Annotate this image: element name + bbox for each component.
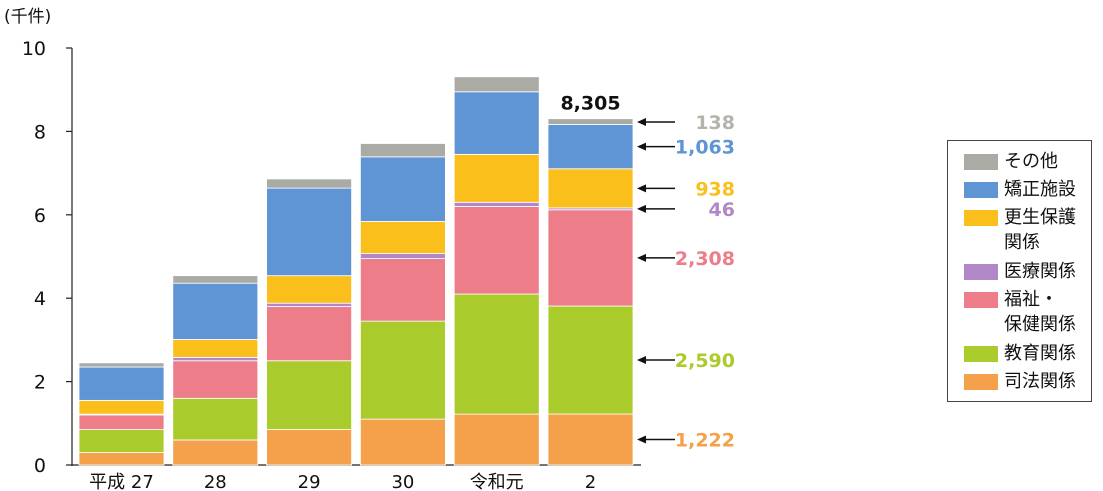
x-tick-label: 28: [204, 472, 227, 491]
bar-segment: [172, 339, 259, 358]
x-tick-label: 2: [585, 472, 596, 491]
legend-item-welfare: 福祉・ 保健関係: [964, 287, 1094, 337]
bar-segment: [78, 429, 165, 453]
bar-segment: [359, 258, 446, 322]
bar-segment: [266, 302, 353, 307]
bar-segment: [453, 91, 540, 155]
annotation-label: 1,222: [675, 430, 735, 452]
x-tick-label: 令和元: [470, 472, 524, 491]
x-tick-label: 平成 27: [89, 472, 154, 491]
annotation-label: 2,308: [675, 248, 735, 270]
legend-swatch: [964, 346, 998, 362]
bar-segment: [547, 168, 634, 209]
bar-segment: [547, 209, 634, 307]
legend-label: 福祉・ 保健関係: [1004, 289, 1076, 335]
arrow-head: [637, 118, 646, 126]
legend-swatch: [964, 210, 998, 226]
y-tick-label: 10: [22, 38, 46, 60]
x-tick-label: 29: [298, 472, 321, 491]
bar-segment: [359, 320, 446, 420]
x-tick-label: 30: [391, 472, 414, 491]
bar-segment: [359, 143, 446, 158]
bar-segment: [172, 397, 259, 441]
legend-item-medical: 医療関係: [964, 259, 1094, 284]
bar-segment: [359, 253, 446, 259]
legend-label: 矯正施設: [1004, 179, 1076, 200]
annotation-label: 46: [709, 199, 735, 221]
bar-segment: [359, 156, 446, 222]
bar-segment: [453, 206, 540, 295]
bar-segment: [547, 413, 634, 466]
arrow-head: [637, 204, 646, 213]
bar-segment: [78, 414, 165, 430]
total-label: 8,305: [560, 93, 620, 115]
legend: その他 矯正施設 更生保護 関係 医療関係 福祉・ 保健関係 教育関係 司法関係: [947, 140, 1092, 402]
legend-item-other: その他: [964, 149, 1094, 174]
legend-swatch: [964, 264, 998, 280]
legend-label: その他: [1004, 151, 1058, 172]
bar-segment: [78, 399, 165, 415]
arrow-head: [637, 356, 646, 365]
legend-item-education: 教育関係: [964, 341, 1094, 366]
legend-label: 教育関係: [1004, 343, 1076, 364]
bars: [78, 76, 634, 466]
bar-segment: [453, 201, 540, 207]
bar-segment: [78, 362, 165, 368]
bar-segment: [453, 413, 540, 466]
y-tick-label: 0: [34, 455, 46, 477]
bar-segment: [172, 439, 259, 466]
bar-segment: [266, 360, 353, 430]
y-tick-label: 6: [34, 205, 46, 227]
legend-label: 医療関係: [1004, 261, 1076, 282]
arrow-head: [637, 142, 646, 151]
bar-segment: [453, 293, 540, 415]
legend-item-rehabilitation: 更生保護 関係: [964, 205, 1094, 255]
y-axis-unit-label: (千件): [4, 7, 51, 27]
bar-segment: [266, 187, 353, 277]
y-tick-label: 4: [34, 288, 46, 310]
bar-segment: [547, 118, 634, 125]
bar-segment: [359, 418, 446, 466]
bar-segment: [266, 429, 353, 466]
bar-segment: [266, 275, 353, 304]
legend-swatch: [964, 374, 998, 390]
bar-segment: [547, 305, 634, 415]
bar-segment: [78, 366, 165, 401]
annotation-label: 938: [695, 178, 735, 200]
bar-segment: [172, 360, 259, 399]
bar-segment: [266, 178, 353, 189]
annotation-label: 1,063: [675, 137, 735, 159]
arrow-head: [637, 435, 646, 444]
legend-label: 更生保護 関係: [1004, 207, 1076, 253]
legend-swatch: [964, 292, 998, 308]
bar-segment: [547, 124, 634, 170]
legend-item-judicial: 司法関係: [964, 369, 1094, 394]
bar-segment: [172, 357, 259, 362]
legend-item-correctional: 矯正施設: [964, 177, 1094, 202]
bar-segment: [78, 452, 165, 466]
bar-segment: [453, 76, 540, 93]
legend-swatch: [964, 182, 998, 198]
annotation-label: 138: [695, 112, 735, 134]
bar-segment: [359, 221, 446, 254]
annotation-label: 2,590: [675, 350, 735, 372]
y-tick-label: 2: [34, 372, 46, 394]
arrow-head: [637, 184, 646, 193]
axes: 0 2 4 6 8 10 平成 27 28 29 30 令和元 2: [22, 38, 641, 491]
bar-segment: [172, 275, 259, 284]
bar-segment: [266, 306, 353, 362]
bar-segment: [172, 282, 259, 340]
y-tick-label: 8: [34, 121, 46, 143]
bar-segment: [453, 153, 540, 203]
legend-label: 司法関係: [1004, 371, 1076, 392]
legend-swatch: [964, 154, 998, 170]
arrow-head: [637, 253, 646, 262]
